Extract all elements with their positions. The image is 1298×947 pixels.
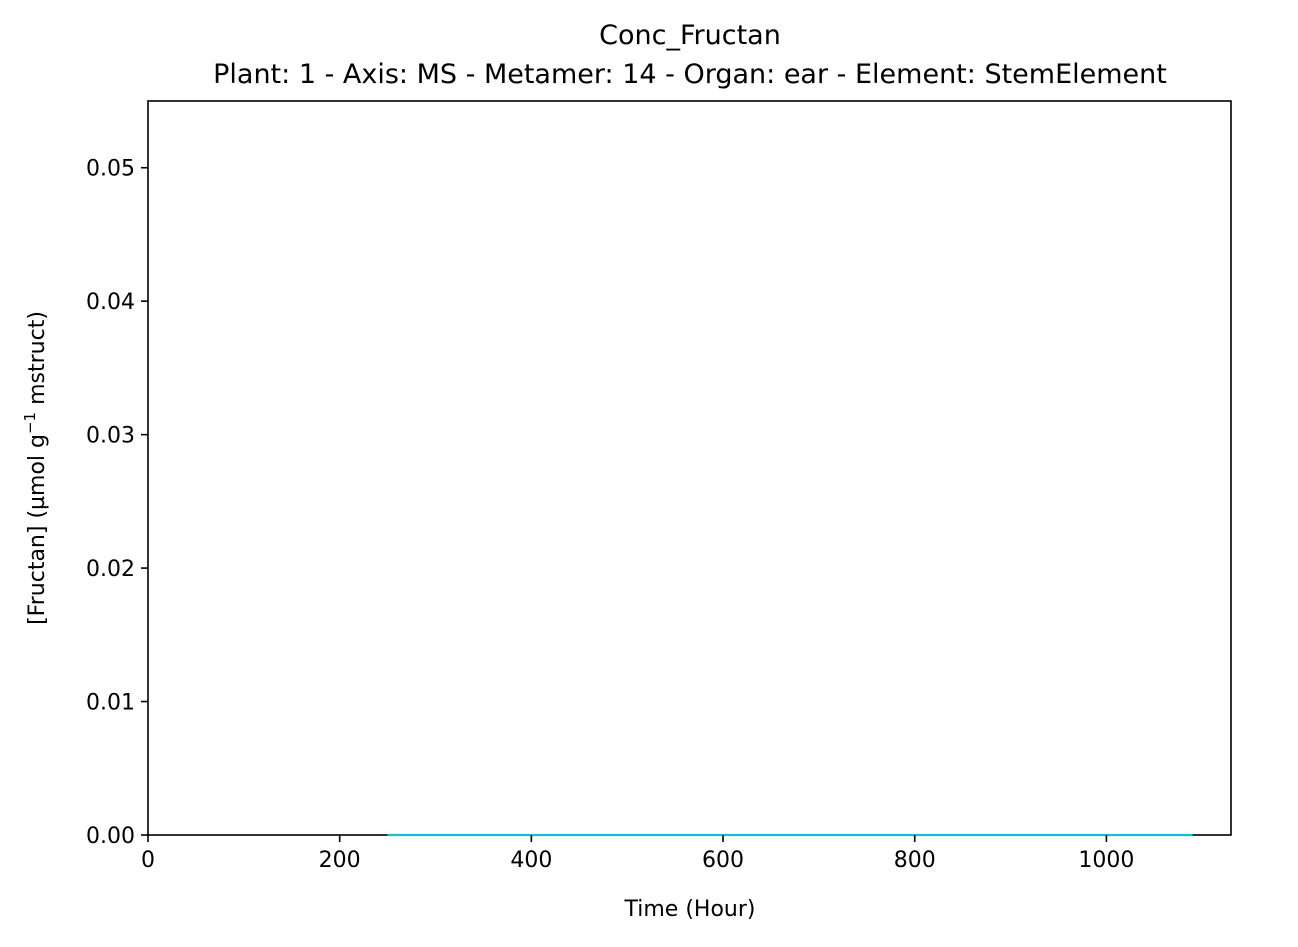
y-axis-label-superscript: −1 [21, 412, 39, 434]
y-tick-label: 0.02 [86, 557, 135, 582]
x-tick-label: 0 [141, 848, 155, 873]
x-tick-label: 600 [702, 848, 744, 873]
x-tick-label: 800 [894, 848, 936, 873]
x-tick-label: 400 [510, 848, 552, 873]
plot-area [147, 100, 1232, 837]
y-tick-label: 0.03 [86, 424, 135, 449]
y-axis-label: [Fructan] (µmol g−1 mstruct) [21, 311, 50, 625]
y-axis-label-suffix: mstruct) [25, 311, 50, 412]
x-tick-label: 1000 [1078, 848, 1134, 873]
y-axis-label-prefix: [Fructan] (µmol g [25, 434, 50, 625]
x-axis-label: Time (Hour) [624, 897, 756, 922]
chart-title: Conc_Fructan [599, 20, 781, 51]
y-tick-label: 0.00 [86, 824, 135, 849]
chart-subtitle: Plant: 1 - Axis: MS - Metamer: 14 - Orga… [213, 59, 1167, 90]
x-tick-label: 200 [319, 848, 361, 873]
y-tick-label: 0.05 [86, 157, 135, 182]
y-axis-ticks: 0.00 0.01 0.02 0.03 0.04 0.05 [86, 157, 148, 849]
y-tick-label: 0.04 [86, 290, 135, 315]
plot-frame [147, 100, 1232, 836]
y-tick-label: 0.01 [86, 691, 135, 716]
x-axis-ticks: 0 200 400 600 800 1000 [141, 835, 1134, 873]
